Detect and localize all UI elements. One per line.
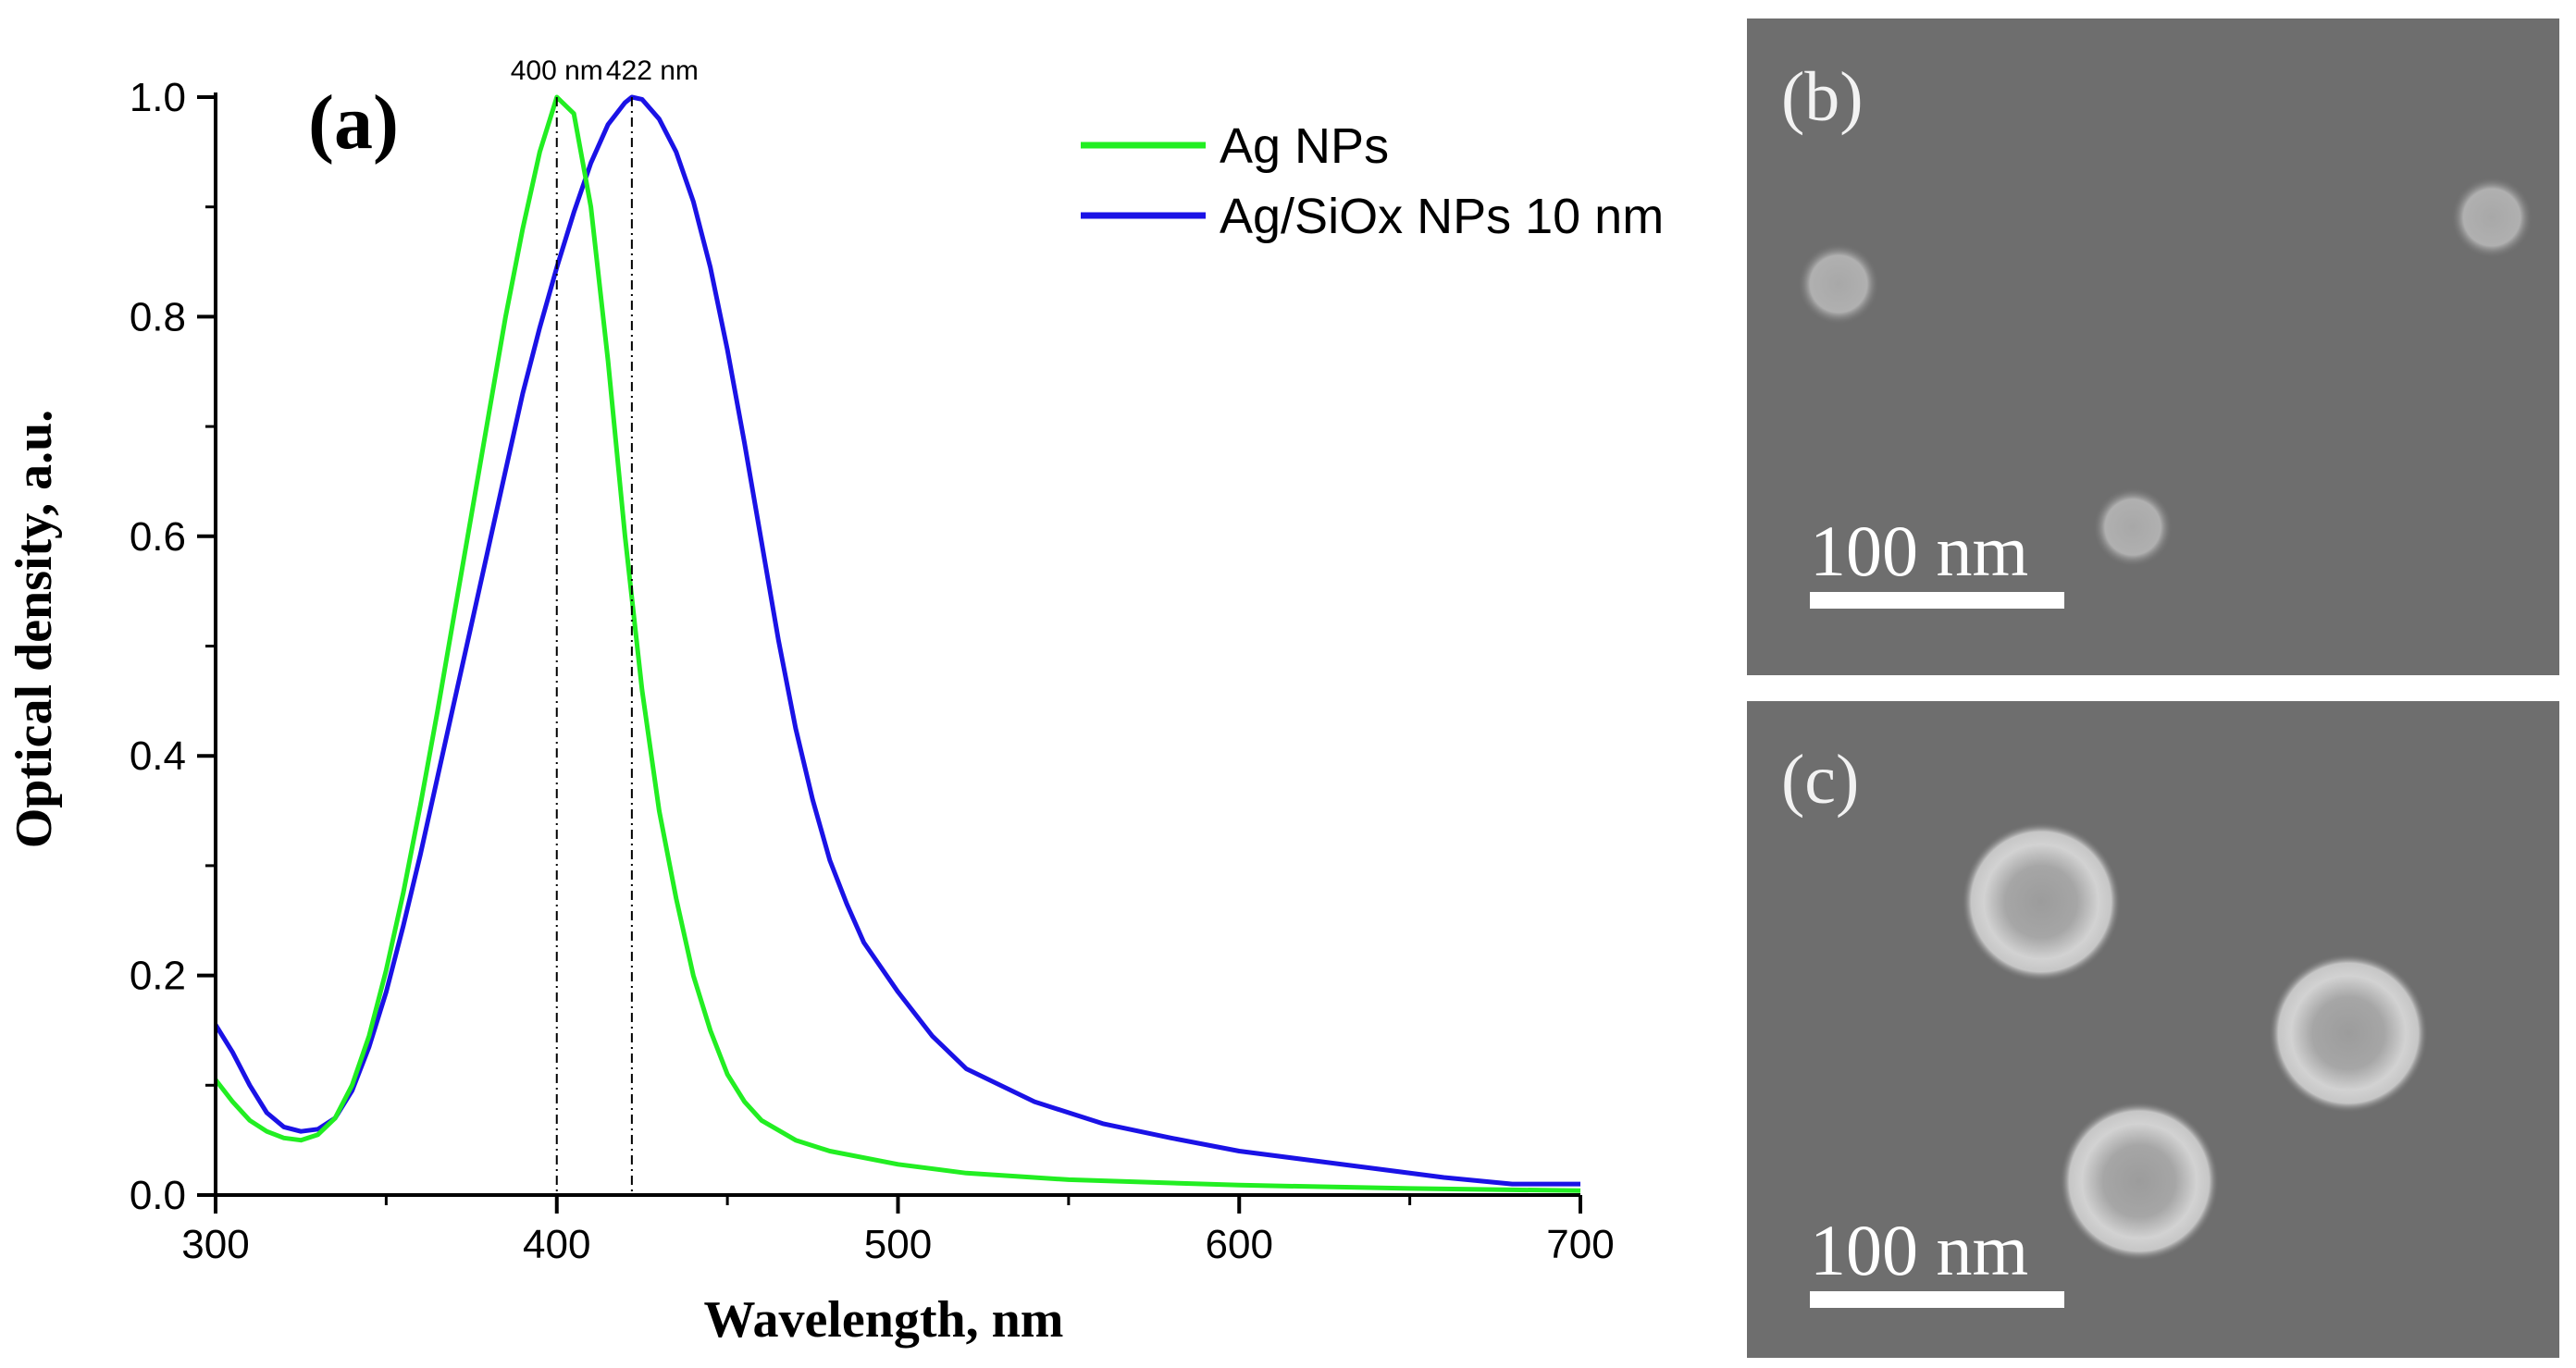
core-shell-nanoparticle xyxy=(2060,1102,2219,1261)
y-ticks: 0.0 0.2 0.4 0.6 0.8 1.0 xyxy=(130,75,216,1218)
peak-annotation-422: 422 nm xyxy=(606,55,699,86)
absorption-chart: 300 400 500 600 700 0.0 0.2 0.4 0.6 0.8 1.0 Wavel… xyxy=(6,55,1664,1349)
y-tick-label: 0.2 xyxy=(130,954,186,999)
legend-label-ag-siox-nps: Ag/SiOx NPs 10 nm xyxy=(1220,189,1664,244)
core-shell-nanoparticle xyxy=(1962,822,2121,981)
y-tick-label: 1.0 xyxy=(130,75,186,120)
core-shell-nanoparticle xyxy=(2269,954,2428,1113)
x-tick-label: 700 xyxy=(1546,1222,1614,1267)
x-tick-label: 300 xyxy=(181,1222,249,1267)
y-axis-title: Optical density, a.u. xyxy=(6,410,63,849)
nanoparticle xyxy=(1798,243,1879,325)
legend: Ag NPs Ag/SiOx NPs 10 nm xyxy=(1081,118,1664,244)
peak-annotation-400: 400 nm xyxy=(511,55,603,86)
y-tick-label: 0.6 xyxy=(130,514,186,560)
panel-label-a: (a) xyxy=(308,80,399,166)
x-tick-label: 600 xyxy=(1206,1222,1273,1267)
peak-marker-lines xyxy=(555,97,633,1195)
nanoparticle xyxy=(2093,487,2173,567)
series-line-ag-siox-nps xyxy=(213,94,1580,1187)
sem-panel-c: (c) 100 nm xyxy=(1747,701,2559,1358)
scale-bar-label-b: 100 nm xyxy=(1810,511,2028,591)
x-ticks: 300 400 500 600 700 xyxy=(181,1195,1615,1267)
scale-bar-b xyxy=(1810,592,2064,609)
scale-bar-label-c: 100 nm xyxy=(1810,1210,2028,1290)
sem-panel-b: (b) 100 nm xyxy=(1747,18,2559,675)
y-tick-label: 0.0 xyxy=(130,1173,186,1218)
y-tick-label: 0.8 xyxy=(130,294,186,339)
x-axis-title: Wavelength, nm xyxy=(704,1291,1064,1349)
panel-label-c: (c) xyxy=(1781,741,1859,819)
nanoparticle xyxy=(2451,177,2533,258)
legend-label-ag-nps: Ag NPs xyxy=(1220,118,1389,174)
y-tick-label: 0.4 xyxy=(130,733,186,779)
x-tick-label: 400 xyxy=(523,1222,590,1267)
series-layer xyxy=(213,94,1581,1193)
x-tick-label: 500 xyxy=(864,1222,932,1267)
panel-label-b: (b) xyxy=(1781,58,1864,136)
series-line-ag-nps xyxy=(214,94,1581,1193)
scale-bar-c xyxy=(1810,1291,2064,1308)
sem-background-b xyxy=(1747,18,2559,675)
